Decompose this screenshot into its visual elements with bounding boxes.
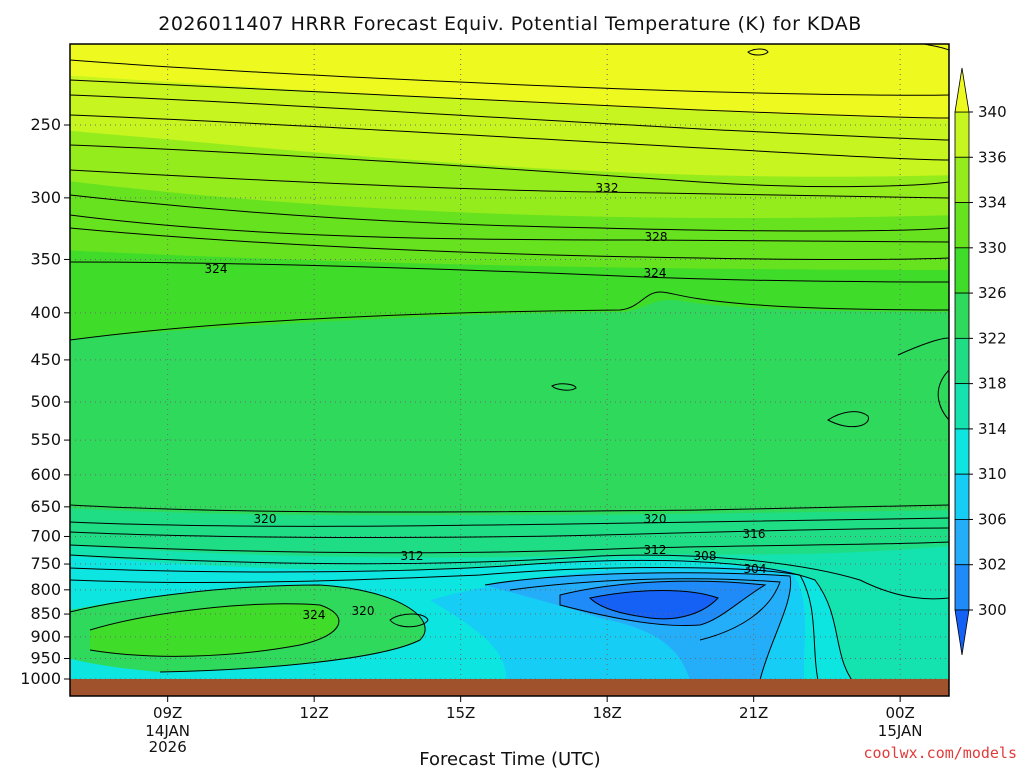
contour-line-16 — [70, 517, 949, 527]
colorbar-segment — [954, 473, 970, 520]
contour-line-17 — [70, 527, 949, 538]
ground-terrain — [70, 679, 949, 696]
contour-line-22 — [484, 572, 792, 681]
contour-line-1 — [70, 59, 949, 96]
contour-line-3 — [70, 94, 949, 141]
colorbar-segment — [954, 337, 970, 385]
x-tick-sublabel: 14JAN — [145, 722, 190, 740]
y-tick-label: 900 — [30, 627, 61, 646]
y-tick-label: 600 — [30, 465, 61, 484]
contour-line-7 — [70, 194, 949, 232]
colorbar-tick-label: 306 — [978, 510, 1007, 528]
x-tick-label: 12Z — [299, 704, 328, 722]
colorbar-segment — [954, 292, 970, 339]
contour-label: 316 — [743, 527, 766, 541]
contour-line-13 — [827, 411, 869, 428]
y-tick-label: 850 — [30, 604, 61, 623]
contour-line-24 — [559, 580, 767, 626]
y-tick-label: 550 — [30, 430, 61, 449]
contour-label: 324 — [205, 262, 228, 276]
colorbar-tick-label: 340 — [978, 103, 1007, 121]
contour-label: 324 — [644, 266, 667, 280]
colorbar-segment — [954, 111, 970, 158]
colorbar-tick-label: 314 — [978, 420, 1007, 438]
plot-frame — [69, 43, 950, 697]
x-tick-label: 09Z — [153, 704, 182, 722]
contour-label: 332 — [596, 181, 619, 195]
colorbar-tick-label: 302 — [978, 556, 1007, 574]
colorbar-tick-label: 326 — [978, 284, 1007, 302]
contour-label: 320 — [644, 512, 667, 526]
contour-line-26 — [70, 584, 426, 673]
contour-line-27 — [89, 603, 340, 657]
contour-label: 324 — [303, 608, 326, 622]
contour-line-25 — [588, 590, 719, 620]
x-tick-label: 15Z — [446, 704, 475, 722]
contour-label: 308 — [694, 549, 717, 563]
theta-e-band-300 — [590, 590, 718, 619]
contour-line-20 — [70, 559, 861, 691]
contour-line-18 — [70, 541, 949, 554]
contour-line-6 — [70, 169, 949, 199]
y-tick-label: 800 — [30, 580, 61, 599]
chart-title: 2026011407 HRRR Forecast Equiv. Potentia… — [158, 13, 861, 35]
contour-line-19 — [70, 554, 949, 600]
y-tick-label: 250 — [30, 115, 61, 134]
contour-label: 312 — [401, 549, 424, 563]
colorbar-tick-label: 318 — [978, 375, 1007, 393]
contour-line-28 — [389, 613, 429, 628]
colorbar-segment — [954, 564, 970, 611]
contour-line-15 — [70, 504, 949, 513]
y-tick-label: 700 — [30, 526, 61, 545]
contour-line-21 — [70, 567, 821, 691]
y-tick-label: 400 — [30, 303, 61, 322]
contour-line-14 — [897, 337, 949, 421]
contour-label: 320 — [254, 512, 277, 526]
colorbar-segment — [954, 156, 970, 203]
x-tick-label: 21Z — [739, 704, 768, 722]
contour-label: 328 — [645, 230, 668, 244]
contour-line-29 — [747, 48, 769, 56]
contour-line-8 — [70, 214, 949, 243]
x-axis-title: Forecast Time (UTC) — [419, 749, 600, 768]
y-tick-label: 300 — [30, 188, 61, 207]
colorbar-tick-label: 330 — [978, 239, 1007, 257]
y-tick-label: 950 — [30, 649, 61, 668]
y-tick-label: 500 — [30, 392, 61, 411]
contour-line-10 — [70, 261, 949, 283]
colorbar-tick-label: 300 — [978, 601, 1007, 619]
contour-line-5 — [70, 144, 949, 188]
contour-line-11 — [70, 291, 949, 341]
colorbar-segment — [954, 202, 970, 249]
contour-line-4 — [70, 114, 949, 161]
colorbar-max-arrow — [954, 67, 970, 113]
contour-line-23 — [509, 578, 781, 641]
y-tick-label: 1000 — [20, 669, 61, 688]
colorbar-tick-label: 322 — [978, 329, 1007, 347]
x-tick-sublabel: 15JAN — [878, 722, 923, 740]
contour-label: 304 — [744, 562, 767, 576]
x-tick-label: 00Z — [885, 704, 914, 722]
x-tick-sublabel: 2026 — [149, 738, 187, 756]
contour-label: 320 — [352, 604, 375, 618]
colorbar-min-arrow — [954, 609, 970, 656]
colorbar-tick-label: 336 — [978, 148, 1007, 166]
colorbar-tick-label: 334 — [978, 194, 1007, 212]
y-tick-label: 350 — [30, 249, 61, 268]
contour-line-12 — [551, 383, 577, 391]
colorbar-segment — [954, 383, 970, 430]
contour-label: 312 — [644, 543, 667, 557]
x-tick-label: 18Z — [592, 704, 621, 722]
credit-text: coolwx.com/models — [863, 744, 1017, 762]
colorbar-segment — [954, 519, 970, 566]
colorbar-segment — [954, 247, 970, 294]
y-tick-label: 750 — [30, 554, 61, 573]
contour-line-9 — [70, 227, 949, 260]
theta-e-warm-core — [90, 603, 339, 657]
y-tick-label: 450 — [30, 350, 61, 369]
y-tick-label: 650 — [30, 497, 61, 516]
colorbar-segment — [954, 428, 970, 475]
colorbar-tick-label: 310 — [978, 465, 1007, 483]
